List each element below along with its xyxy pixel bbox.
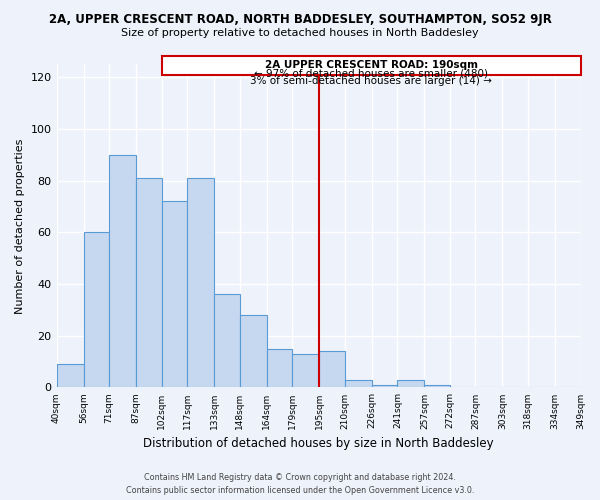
Y-axis label: Number of detached properties: Number of detached properties xyxy=(15,138,25,314)
Bar xyxy=(109,154,136,388)
Text: ← 97% of detached houses are smaller (480): ← 97% of detached houses are smaller (48… xyxy=(254,68,488,78)
X-axis label: Distribution of detached houses by size in North Baddesley: Distribution of detached houses by size … xyxy=(143,437,494,450)
Bar xyxy=(214,294,239,388)
Text: Contains HM Land Registry data © Crown copyright and database right 2024.
Contai: Contains HM Land Registry data © Crown c… xyxy=(126,474,474,495)
Bar xyxy=(372,385,397,388)
Text: 2A UPPER CRESCENT ROAD: 190sqm: 2A UPPER CRESCENT ROAD: 190sqm xyxy=(265,60,478,70)
Bar xyxy=(136,178,161,388)
Bar xyxy=(187,178,214,388)
Text: 3% of semi-detached houses are larger (14) →: 3% of semi-detached houses are larger (1… xyxy=(250,76,492,86)
Bar xyxy=(345,380,372,388)
Text: 2A, UPPER CRESCENT ROAD, NORTH BADDESLEY, SOUTHAMPTON, SO52 9JR: 2A, UPPER CRESCENT ROAD, NORTH BADDESLEY… xyxy=(49,12,551,26)
Bar xyxy=(424,385,450,388)
Bar xyxy=(292,354,319,388)
Bar xyxy=(161,202,187,388)
Bar xyxy=(397,380,424,388)
Bar xyxy=(267,348,292,388)
Bar xyxy=(239,315,267,388)
Bar xyxy=(56,364,83,388)
FancyBboxPatch shape xyxy=(161,56,581,74)
Bar xyxy=(319,351,345,388)
Bar xyxy=(83,232,109,388)
Text: Size of property relative to detached houses in North Baddesley: Size of property relative to detached ho… xyxy=(121,28,479,38)
